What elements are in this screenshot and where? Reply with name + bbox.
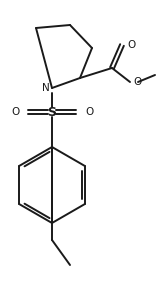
Text: O: O — [11, 107, 19, 117]
Text: O: O — [85, 107, 93, 117]
Text: O: O — [133, 77, 141, 87]
Text: O: O — [127, 40, 135, 50]
Text: S: S — [47, 105, 57, 118]
Text: N: N — [42, 83, 50, 93]
